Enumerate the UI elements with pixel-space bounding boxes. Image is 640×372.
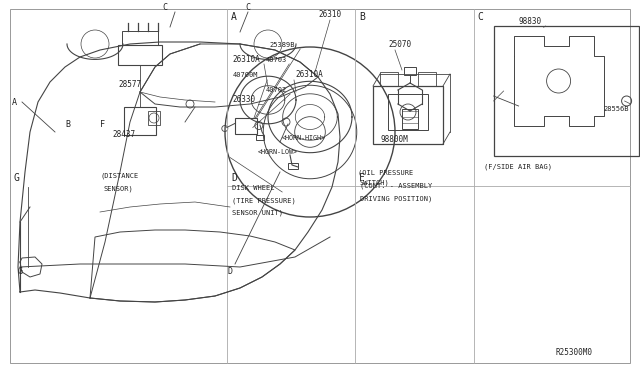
Bar — [124, 107, 156, 135]
Text: C: C — [246, 3, 250, 12]
Bar — [122, 31, 158, 45]
Bar — [493, 26, 639, 156]
Bar — [118, 45, 162, 65]
Bar — [148, 111, 160, 125]
Text: G: G — [13, 173, 19, 183]
Text: 40700M: 40700M — [232, 72, 258, 78]
Bar — [418, 72, 436, 86]
Text: C: C — [477, 12, 483, 22]
Text: D: D — [228, 267, 233, 276]
Text: 26330: 26330 — [232, 95, 255, 104]
Text: (F/SIDE AIR BAG): (F/SIDE AIR BAG) — [484, 163, 552, 170]
Text: 28556B: 28556B — [604, 106, 629, 112]
Text: B: B — [359, 12, 365, 22]
Text: 40702: 40702 — [265, 87, 287, 93]
Text: (DISTANCE: (DISTANCE — [100, 172, 138, 179]
Text: 26310A: 26310A — [295, 70, 323, 79]
Text: 40703: 40703 — [265, 57, 287, 63]
Text: 26310: 26310 — [318, 10, 341, 19]
Bar — [288, 163, 298, 169]
Text: (CONT. - ASSEMBLY: (CONT. - ASSEMBLY — [360, 182, 433, 189]
Text: R25300M0: R25300M0 — [556, 348, 593, 357]
Bar — [388, 94, 428, 130]
Text: 28437: 28437 — [112, 130, 135, 139]
Bar — [373, 86, 443, 144]
Text: C: C — [163, 3, 168, 12]
Text: (TIRE PRESSURE): (TIRE PRESSURE) — [232, 197, 296, 203]
Text: SENSOR UNIT): SENSOR UNIT) — [232, 209, 283, 215]
Text: (OIL PRESSURE: (OIL PRESSURE — [358, 169, 413, 176]
Text: 28577: 28577 — [118, 80, 141, 89]
Text: DRIVING POSITION): DRIVING POSITION) — [360, 195, 433, 202]
Text: 98800M: 98800M — [380, 135, 408, 144]
Text: F: F — [100, 119, 105, 128]
Text: 25070: 25070 — [388, 40, 411, 49]
Text: A: A — [231, 12, 237, 22]
Bar — [404, 67, 416, 75]
Bar — [256, 135, 264, 140]
Text: A: A — [12, 97, 17, 106]
Text: <HORN-HIGH>: <HORN-HIGH> — [282, 135, 326, 141]
Text: 26310A: 26310A — [232, 55, 260, 64]
Text: DISK WHEEL: DISK WHEEL — [232, 185, 275, 191]
Text: 25389B: 25389B — [269, 42, 294, 48]
Text: F: F — [359, 173, 365, 183]
Bar — [235, 118, 257, 134]
Text: G: G — [18, 267, 23, 276]
Bar — [402, 109, 418, 129]
Text: D: D — [231, 173, 237, 183]
Text: B: B — [65, 119, 70, 128]
Text: 98830: 98830 — [518, 17, 541, 26]
Text: SWITCH): SWITCH) — [360, 179, 390, 186]
Text: SENSOR): SENSOR) — [103, 185, 132, 192]
Text: <HORN-LOW>: <HORN-LOW> — [258, 149, 298, 155]
Bar — [380, 72, 398, 86]
